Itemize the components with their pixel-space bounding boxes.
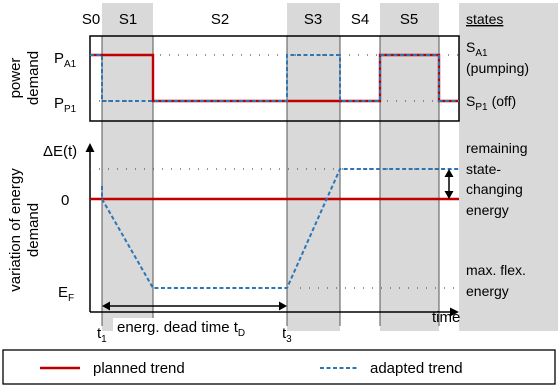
panel-frame (89, 35, 460, 122)
tick-pp1-sub: P1 (64, 104, 77, 115)
dead-time-text: energ. dead time t (117, 319, 239, 336)
right-sp1-sub: P1 (475, 102, 488, 113)
legend: planned trend adapted trend (2, 349, 556, 385)
max-flex-energy-line2: energy (466, 283, 509, 299)
dead-time-label: energ. dead time tD (117, 319, 245, 339)
tick-pa1: PA1 (54, 50, 77, 70)
power-ylabel-line1: power (7, 58, 24, 99)
right-sa1-sub: A1 (475, 48, 488, 59)
power-demand-panel: power demand PA1 PP1 SA1 (pumping) SP1 (o… (7, 35, 529, 122)
max-flex-energy-line1: max. flex. (466, 262, 526, 278)
t3-label: t3 (282, 325, 292, 345)
legend-box (2, 349, 556, 385)
power-ylabel-line2: demand (25, 51, 42, 105)
legend-adapted-label: adapted trend (370, 360, 463, 377)
remaining-energy-arrow-down (444, 191, 454, 199)
dead-time-arrow-right (279, 301, 287, 311)
dead-time-sub: D (238, 328, 245, 339)
right-sp1: SP1 (off) (466, 93, 516, 113)
state-label-s0: S0 (82, 11, 100, 28)
tick-ef-main: E (58, 284, 68, 301)
remaining-energy-arrow-up (444, 169, 454, 177)
y-axis-arrowhead (85, 143, 95, 152)
t1-main: t (97, 325, 102, 342)
right-sa1: SA1 (466, 39, 488, 59)
t3-sub: 3 (286, 334, 292, 345)
remaining-energy-line3: changing (466, 181, 523, 197)
tick-pp1-main: P (54, 95, 64, 112)
dead-time-arrow-left (102, 301, 110, 311)
state-label-s4: S4 (351, 11, 369, 28)
band-s1 (102, 3, 153, 331)
dead-time-label-bg (113, 318, 283, 336)
state-labels: S0 S1 S2 S3 S4 S5 states (82, 11, 504, 28)
adapted-trend-energy (101, 168, 459, 289)
energy-ylabel-line1: variation of energy (7, 168, 24, 292)
band-s5 (380, 3, 439, 331)
tick-delta-e: ΔE(t) (43, 143, 77, 160)
tick-pp1: PP1 (54, 95, 77, 115)
right-sa1-main: S (466, 39, 475, 55)
x-axis-arrowhead (450, 307, 459, 317)
remaining-energy-line4: energy (466, 202, 509, 218)
energy-variation-panel: variation of energy demand ΔE(t) 0 EF re… (7, 140, 527, 345)
tick-pa1-sub: A1 (64, 59, 77, 70)
t3-main: t (282, 325, 287, 342)
energy-ylabel-line2: demand (25, 203, 42, 257)
remaining-energy-line1: remaining (466, 140, 527, 156)
band-s3 (287, 3, 340, 331)
time-axis-label: time (432, 309, 460, 326)
state-bands (102, 3, 558, 331)
t1-label: t1 (97, 325, 107, 345)
right-sp1-main: S (466, 93, 475, 109)
state-label-s5: S5 (400, 11, 418, 28)
states-header: states (466, 11, 503, 27)
tick-ef-sub: F (68, 293, 74, 304)
right-sp1-note: (off) (492, 93, 517, 109)
remaining-energy-line2: state- (466, 161, 501, 177)
state-label-s2: S2 (211, 11, 229, 28)
t1-sub: 1 (101, 334, 107, 345)
state-label-s1: S1 (119, 11, 137, 28)
right-sa1-note: (pumping) (466, 60, 529, 76)
adapted-trend-power (90, 54, 459, 102)
legend-planned-label: planned trend (93, 360, 185, 377)
tick-ef: EF (58, 284, 74, 304)
tick-zero: 0 (61, 192, 69, 209)
state-label-s3: S3 (304, 11, 322, 28)
band-states-legend (459, 3, 558, 331)
tick-pa1-main: P (54, 50, 64, 67)
